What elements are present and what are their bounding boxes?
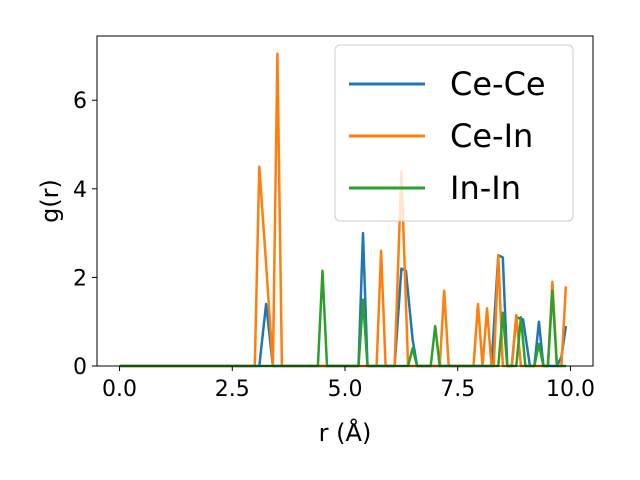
legend-label-ce-in: Ce-In [450,117,533,155]
legend-box [334,44,574,222]
y-tick-label: 6 [73,89,87,114]
x-tick-label: 10.0 [546,377,595,402]
x-axis: 0.0 2.5 5.0 7.5 10.0 [102,366,595,402]
x-tick-label: 0.0 [102,377,137,402]
x-tick-label: 7.5 [440,377,475,402]
y-tick-label: 0 [73,355,87,380]
x-tick-label: 2.5 [215,377,250,402]
x-tick-label: 5.0 [328,377,363,402]
legend: Ce-Ce Ce-In In-In [334,44,574,222]
y-tick-label: 4 [73,178,87,203]
legend-label-ce-ce: Ce-Ce [450,65,546,103]
y-tick-label: 2 [73,266,87,291]
x-axis-label: r (Å) [319,418,372,447]
y-axis-label: g(r) [36,179,64,223]
y-axis: 0 2 4 6 [73,89,97,380]
legend-label-in-in: In-In [450,169,521,207]
